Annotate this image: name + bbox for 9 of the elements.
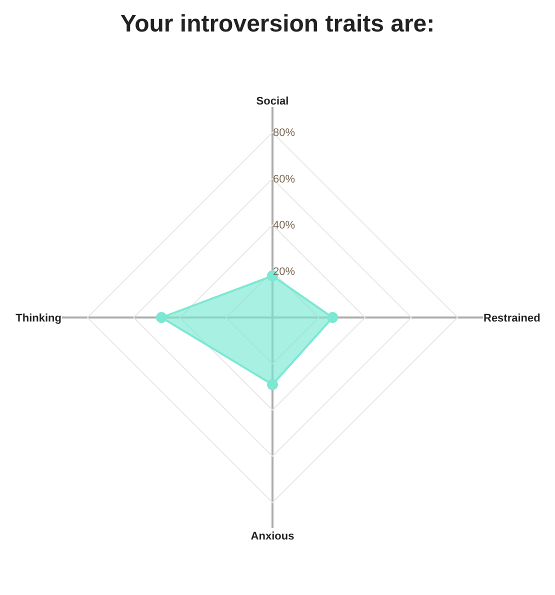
spoke-label: Social: [256, 95, 289, 108]
y-tick-label: 60%: [273, 173, 296, 186]
spoke-label: Thinking: [16, 312, 62, 324]
y-tick-label: 40%: [273, 220, 296, 232]
y-tick-label: 20%: [273, 266, 296, 278]
y-tick-label: 80%: [273, 127, 296, 140]
spoke-label: Restrained: [484, 312, 540, 324]
spoke-label: Anxious: [250, 530, 294, 542]
chart-title: Your introversion traits are:: [120, 10, 435, 38]
